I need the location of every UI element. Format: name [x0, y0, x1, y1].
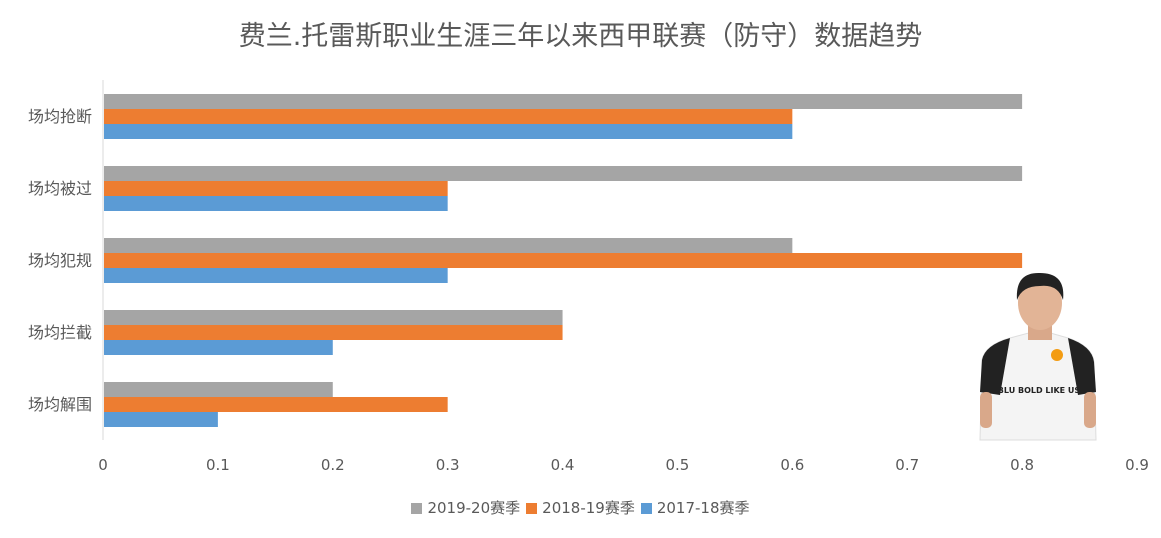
x-tick-label: 0.4: [551, 456, 575, 474]
legend-label: 2018-19赛季: [542, 499, 635, 517]
category-label: 场均拦截: [28, 323, 92, 342]
bar-2017-18赛季-场均拦截: [104, 340, 333, 355]
legend: 2019-20赛季 2018-19赛季 2017-18赛季: [0, 497, 1161, 518]
bar-2019-20赛季-场均抢断: [104, 94, 1023, 109]
bar-2019-20赛季-场均解围: [104, 382, 333, 397]
bar-2019-20赛季-场均犯规: [104, 238, 793, 253]
bar-2017-18赛季-场均抢断: [104, 124, 793, 139]
chart-title: 费兰.托雷斯职业生涯三年以来西甲联赛（防守）数据趋势: [238, 21, 923, 52]
bar-2017-18赛季-场均解围: [104, 412, 218, 427]
legend-item: 2019-20赛季: [411, 499, 520, 517]
category-label: 场均解围: [28, 395, 92, 414]
legend-label: 2017-18赛季: [656, 499, 750, 517]
player-photo: [979, 272, 1097, 441]
legend-swatch: [411, 503, 423, 514]
x-tick-label: 0.9: [1125, 456, 1149, 474]
bar-2017-18赛季-场均被过: [104, 196, 448, 211]
legend-item: 2018-19赛季: [526, 499, 635, 517]
x-tick-label: 0: [98, 456, 108, 474]
bar-2019-20赛季-场均被过: [104, 166, 1023, 181]
bar-2018-19赛季-场均解围: [104, 397, 448, 412]
category-label: 场均抢断: [28, 107, 92, 126]
bar-2018-19赛季-场均犯规: [104, 253, 1023, 268]
category-label: 场均被过: [28, 179, 92, 198]
x-tick-label: 0.8: [1010, 456, 1034, 474]
x-tick-label: 0.1: [206, 456, 230, 474]
x-tick-label: 0.7: [895, 456, 919, 474]
x-tick-label: 0.6: [780, 456, 804, 474]
x-tick-label: 0.3: [436, 456, 460, 474]
bar-2018-19赛季-场均拦截: [104, 325, 563, 340]
legend-label: 2019-20赛季: [427, 499, 521, 517]
bar-2019-20赛季-场均拦截: [104, 310, 563, 325]
bar-2018-19赛季-场均被过: [104, 181, 448, 196]
x-tick-label: 0.5: [666, 456, 690, 474]
bar-2017-18赛季-场均犯规: [104, 268, 448, 283]
legend-swatch: [526, 503, 538, 514]
legend-item: 2017-18赛季: [640, 499, 750, 517]
bar-2018-19赛季-场均抢断: [104, 109, 793, 124]
x-tick-label: 0.2: [321, 456, 345, 474]
category-label: 场均犯规: [28, 251, 92, 270]
kit-sponsor-text: BLU BOLD LIKE US: [997, 386, 1081, 395]
legend-swatch: [640, 503, 652, 514]
